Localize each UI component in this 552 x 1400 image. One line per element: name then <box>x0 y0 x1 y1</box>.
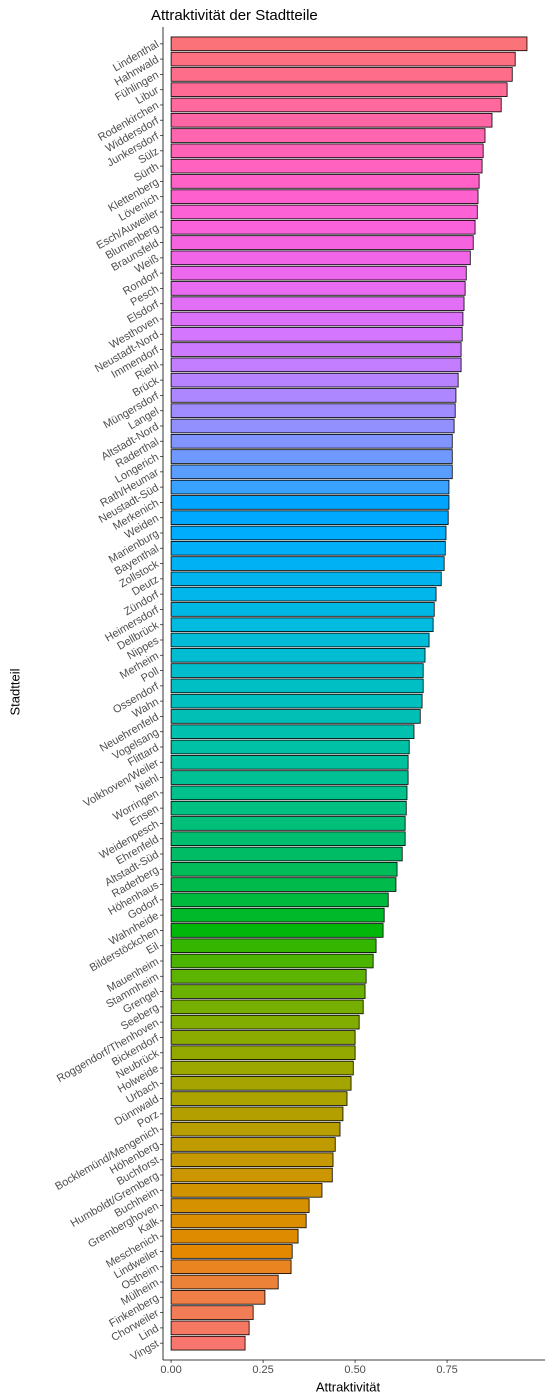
bar <box>170 479 450 495</box>
bar <box>170 1335 246 1351</box>
bar <box>170 1244 293 1259</box>
bar <box>170 846 403 862</box>
y-axis-title: Stadtteil <box>7 668 22 715</box>
x-axis-title: Attraktivität <box>316 1379 381 1394</box>
bar <box>170 1106 344 1122</box>
bar <box>170 311 464 327</box>
bar <box>170 938 377 954</box>
bar <box>170 1076 352 1091</box>
bar <box>170 540 446 556</box>
bar <box>170 464 453 480</box>
bar <box>170 1030 356 1045</box>
x-tick-label: 0.00 <box>160 1364 181 1376</box>
bar <box>170 1320 250 1336</box>
bar <box>170 556 445 571</box>
bar <box>170 403 456 418</box>
x-tick-label: 0.25 <box>252 1364 273 1376</box>
bar <box>170 128 486 143</box>
bar <box>170 235 474 250</box>
bar <box>170 1152 334 1168</box>
bar <box>170 265 467 281</box>
bar <box>170 586 437 602</box>
bar <box>170 219 476 235</box>
bar <box>170 953 374 969</box>
bar <box>170 678 424 694</box>
bar <box>170 648 426 663</box>
bar <box>170 250 471 266</box>
bar <box>170 189 479 204</box>
bar <box>170 923 384 938</box>
bar <box>170 433 453 449</box>
bar <box>170 1213 307 1229</box>
bar <box>170 1259 292 1275</box>
bar <box>170 97 502 113</box>
bar <box>170 632 430 648</box>
bar <box>170 143 484 159</box>
bar <box>170 755 409 770</box>
bar <box>170 510 449 525</box>
bar <box>170 51 516 67</box>
bar <box>170 831 406 847</box>
bar <box>170 1014 360 1030</box>
bar <box>170 892 389 908</box>
bar <box>170 1290 266 1305</box>
bar <box>170 326 463 342</box>
bar <box>170 1091 348 1106</box>
bar <box>170 357 462 373</box>
bar <box>170 1183 323 1198</box>
bar <box>170 1305 254 1320</box>
bar <box>170 174 480 189</box>
bar <box>170 663 424 678</box>
bar <box>170 770 409 785</box>
bar <box>170 571 442 587</box>
x-tick-label: 0.75 <box>436 1364 457 1376</box>
bar <box>170 388 457 403</box>
bar <box>170 602 435 617</box>
bar <box>170 372 459 388</box>
bar <box>170 112 493 128</box>
bar <box>170 800 407 816</box>
bar <box>170 1045 356 1061</box>
bar <box>170 739 410 755</box>
bar <box>170 1167 333 1183</box>
chart-title: Attraktivität der Stadtteile <box>151 7 318 24</box>
bar <box>170 785 408 801</box>
bar <box>170 495 450 510</box>
bar <box>170 907 385 923</box>
bar <box>170 1060 354 1076</box>
bar <box>170 984 366 999</box>
bar <box>170 816 406 831</box>
bar <box>170 709 421 724</box>
bar <box>170 617 434 632</box>
bar <box>170 1228 299 1244</box>
y-tick-label: Eil <box>144 940 161 957</box>
bar <box>170 1274 279 1290</box>
bar <box>170 36 528 52</box>
bar <box>170 1121 341 1137</box>
bar <box>170 999 364 1015</box>
bar <box>170 296 465 311</box>
bar <box>170 1198 310 1213</box>
bar <box>170 418 455 434</box>
bar <box>170 969 367 984</box>
bar <box>170 67 513 82</box>
bar <box>170 449 453 464</box>
bar <box>170 877 397 892</box>
bar <box>170 693 423 709</box>
bar <box>170 204 478 220</box>
bar <box>170 281 466 296</box>
bar <box>170 158 483 174</box>
x-tick-label: 0.50 <box>344 1364 365 1376</box>
bar <box>170 342 462 357</box>
bar <box>170 724 415 739</box>
bar <box>170 525 447 541</box>
bar <box>170 1137 336 1152</box>
bar <box>170 82 508 97</box>
bar <box>170 862 398 877</box>
